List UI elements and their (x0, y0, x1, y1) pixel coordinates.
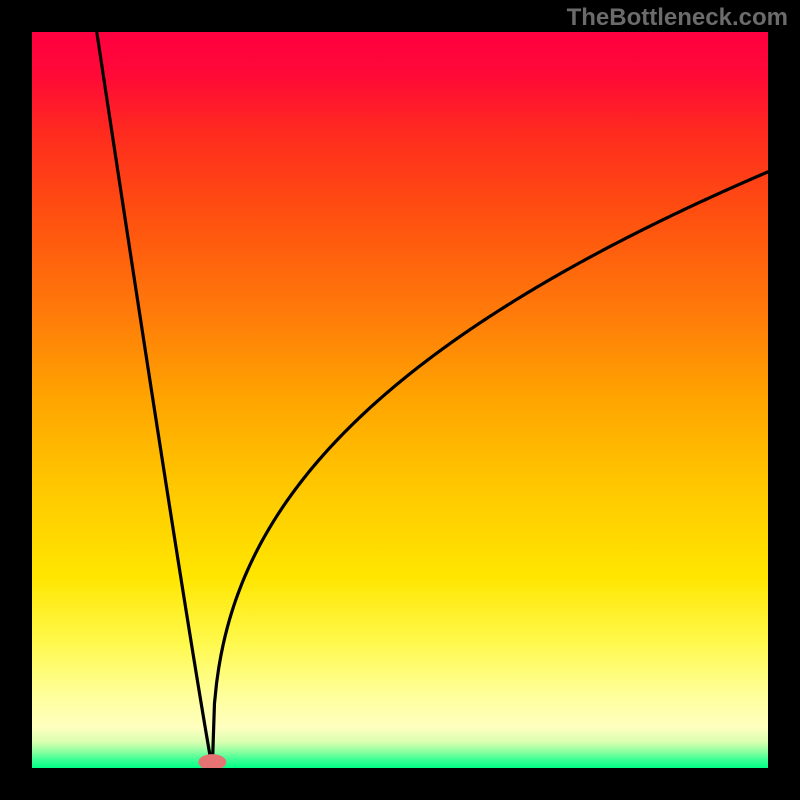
gradient-rect (32, 32, 768, 768)
chart-frame: TheBottleneck.com (0, 0, 800, 800)
watermark-label: TheBottleneck.com (567, 4, 788, 32)
plot-area (32, 32, 768, 768)
chart-svg (32, 32, 768, 768)
